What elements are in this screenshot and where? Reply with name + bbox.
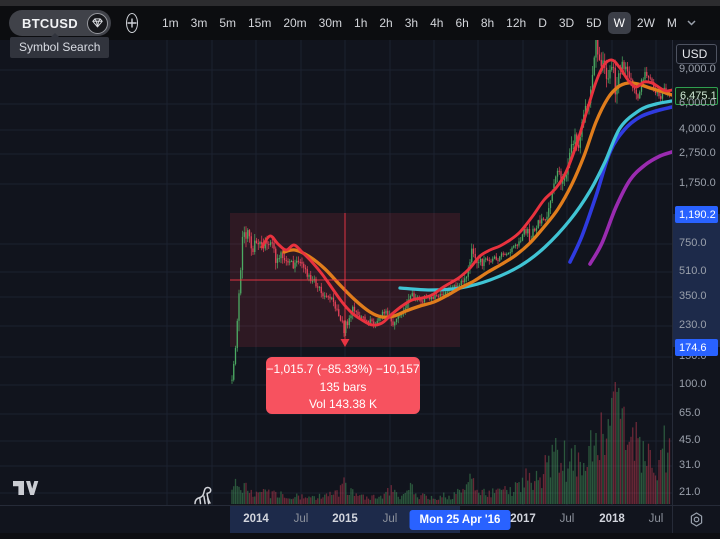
time-tick-2017: 2017	[510, 513, 536, 525]
symbol-search-tooltip: Symbol Search	[10, 33, 110, 58]
measure-price-change: −1,015.7 (−85.33%) −10,157	[266, 362, 420, 376]
timeframe-1m[interactable]: 1m	[156, 12, 185, 34]
price-tick: 230.0	[679, 319, 707, 331]
measure-date-badge: Mon 25 Apr '16	[409, 510, 511, 530]
measure-volume: Vol 143.38 K	[308, 397, 378, 411]
last-price-badge: 6,475.1	[675, 87, 718, 105]
timeframe-M[interactable]: M	[661, 12, 683, 34]
time-tick-2018: 2018	[599, 513, 625, 525]
chart-canvas[interactable]	[0, 40, 672, 505]
timeframe-12h[interactable]: 12h	[500, 12, 532, 34]
measure-price-badge: 174.6	[675, 339, 718, 356]
timeframe-3h[interactable]: 3h	[399, 12, 424, 34]
timeframe-8h[interactable]: 8h	[475, 12, 500, 34]
chevron-down-icon	[687, 20, 696, 26]
measure-date-text: Mon 25 Apr '16	[419, 514, 501, 526]
price-tick: 1,750.0	[679, 177, 716, 189]
symbol-name: BTCUSD	[22, 15, 78, 31]
time-tick-jul: Jul	[648, 513, 664, 525]
price-axis[interactable]: USD 6,475.1 9,000.0 6,000.0 4,000.0 2,750.0…	[672, 40, 720, 505]
timeframe-5D[interactable]: 5D	[580, 12, 607, 34]
price-tick: 31.0	[679, 459, 701, 471]
top-toolbar: BTCUSD 1m 3m 5m 15m 20m 30m 1h 2h 3h 4h 6h 8h 12h D 3D…	[0, 6, 720, 40]
symbol-search-button[interactable]: BTCUSD	[9, 10, 111, 36]
timeframe-3m[interactable]: 3m	[185, 12, 214, 34]
timeframe-4h[interactable]: 4h	[424, 12, 449, 34]
time-axis[interactable]: Mon 25 Apr '16 2014 Jul 2015 Jul 2017 Jul 2018…	[0, 505, 672, 533]
dinosaur-cursor-icon	[192, 484, 214, 511]
price-tick: 750.0	[679, 237, 707, 249]
time-tick-jul: Jul	[559, 513, 575, 525]
timeframe-3D[interactable]: 3D	[553, 12, 580, 34]
measure-stats-box[interactable]: −1,015.7 (−85.33%) −10,157 135 bars Vol …	[266, 357, 420, 414]
price-tick: 510.0	[679, 265, 707, 277]
axis-settings-button[interactable]	[672, 505, 720, 533]
time-tick-2015: 2015	[332, 513, 358, 525]
compare-add-button[interactable]	[125, 13, 138, 33]
measure-price-badge: 1,190.2	[675, 206, 718, 223]
gem-icon	[86, 12, 108, 34]
tooltip-text: Symbol Search	[19, 40, 101, 54]
plus-icon	[127, 18, 137, 28]
price-tick: 9,000.0	[679, 63, 716, 75]
bottom-edge	[0, 533, 720, 539]
time-tick-jul: Jul	[382, 513, 398, 525]
timeframe-menu-button[interactable]	[683, 18, 700, 28]
time-tick-2014: 2014	[243, 513, 269, 525]
price-tick: 100.0	[679, 378, 707, 390]
price-tick: 350.0	[679, 290, 707, 302]
timeframe-15m[interactable]: 15m	[242, 12, 277, 34]
tradingview-logo[interactable]	[12, 480, 39, 501]
timeframe-20m[interactable]: 20m	[277, 12, 312, 34]
window-frame-strip	[0, 0, 720, 6]
timeframe-1h[interactable]: 1h	[348, 12, 373, 34]
timeframe-2W[interactable]: 2W	[631, 12, 661, 34]
gear-icon	[690, 512, 703, 527]
price-tick: 21.0	[679, 486, 701, 498]
timeframe-W[interactable]: W	[607, 12, 631, 34]
currency-toggle[interactable]: USD	[676, 44, 717, 64]
last-price-value: 6,475.1	[680, 90, 717, 102]
timeframe-5m[interactable]: 5m	[213, 12, 242, 34]
measure-bar-count: 135 bars	[319, 379, 367, 394]
timeframe-D[interactable]: D	[532, 12, 553, 34]
price-tick: 45.0	[679, 434, 701, 446]
timeframe-6h[interactable]: 6h	[449, 12, 474, 34]
time-tick-jul: Jul	[293, 513, 309, 525]
price-tick: 6,000.0	[679, 97, 716, 109]
currency-label: USD	[682, 47, 708, 61]
timeframe-2h[interactable]: 2h	[373, 12, 398, 34]
price-tick: 2,750.0	[679, 147, 716, 159]
tradingview-logo-icon	[13, 481, 39, 495]
price-tick: 4,000.0	[679, 123, 716, 135]
price-tick: 65.0	[679, 407, 701, 419]
timeframe-list: 1m 3m 5m 15m 20m 30m 1h 2h 3h 4h 6h 8h 12h D 3D 5D W 2W M	[156, 12, 683, 34]
price-axis-measure-highlight	[673, 214, 720, 347]
timeframe-30m[interactable]: 30m	[313, 12, 348, 34]
